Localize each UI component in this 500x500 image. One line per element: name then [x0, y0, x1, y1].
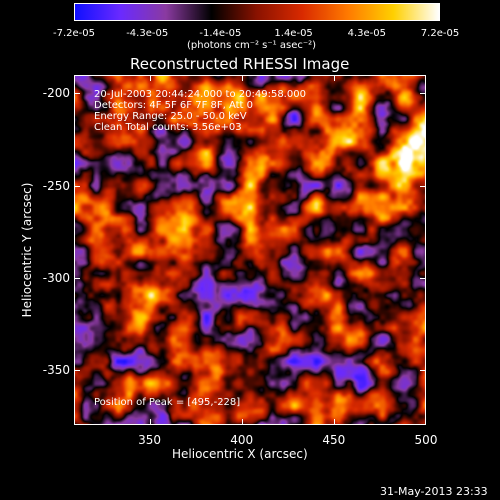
y-tick-mark: [420, 369, 426, 371]
y-tick-label: -350: [42, 362, 70, 377]
x-axis-label: Heliocentric X (arcsec): [172, 447, 308, 461]
y-tick-mark: [74, 185, 80, 187]
colorbar-tick-label: -7.2e-05: [53, 28, 95, 39]
y-tick-mark: [74, 277, 80, 279]
plot-area: [74, 75, 426, 425]
chart-title: Reconstructed RHESSI Image: [130, 55, 350, 73]
annotation-clean: Clean Total counts: 3.56e+03: [94, 122, 242, 133]
colorbar-gradient: [75, 4, 439, 20]
y-tick-label: -300: [42, 270, 70, 285]
x-tick-mark: [149, 75, 151, 81]
y-tick-mark: [420, 185, 426, 187]
x-tick-mark: [333, 419, 335, 425]
y-tick-mark: [420, 93, 426, 95]
y-axis-label: Heliocentric Y (arcsec): [20, 182, 34, 318]
x-tick-label: 500: [414, 433, 438, 447]
x-tick-mark: [425, 419, 426, 425]
annotation-time: 20-Jul-2003 20:44:24.000 to 20:49:58.000: [94, 89, 306, 100]
x-tick-mark: [241, 419, 243, 425]
x-tick-label: 450: [322, 433, 346, 447]
annotation-peak: Position of Peak = [495,-228]: [94, 397, 241, 408]
colorbar-tick-label: 4.3e-05: [347, 28, 386, 39]
heatmap-image: [74, 75, 426, 425]
colorbar-tick-label: -4.3e-05: [126, 28, 169, 39]
x-tick-mark: [149, 419, 151, 425]
colorbar-unit: (photons cm⁻² s⁻¹ asec⁻²): [187, 40, 317, 51]
colorbar-tick-label: 7.2e-05: [420, 28, 460, 39]
annotation-detectors: Detectors: 4F 5F 6F 7F 8F, Att 0: [94, 100, 254, 111]
y-tick-mark: [74, 369, 80, 371]
annotation-energy: Energy Range: 25.0 - 50.0 keV: [94, 111, 247, 122]
colorbar-tick-label: 1.4e-05: [274, 28, 313, 39]
footer-timestamp: 31-May-2013 23:33: [380, 485, 488, 498]
x-tick-mark: [241, 75, 243, 81]
x-tick-label: 400: [230, 433, 254, 447]
x-tick-mark: [333, 75, 335, 81]
y-tick-mark: [74, 93, 80, 95]
colorbar-tick-label: -1.4e-05: [199, 28, 242, 39]
y-tick-label: -250: [42, 178, 70, 193]
x-tick-mark: [425, 75, 426, 81]
y-tick-mark: [420, 277, 426, 279]
y-tick-label: -200: [42, 86, 70, 101]
x-tick-label: 350: [138, 433, 161, 447]
colorbar: [74, 3, 440, 21]
